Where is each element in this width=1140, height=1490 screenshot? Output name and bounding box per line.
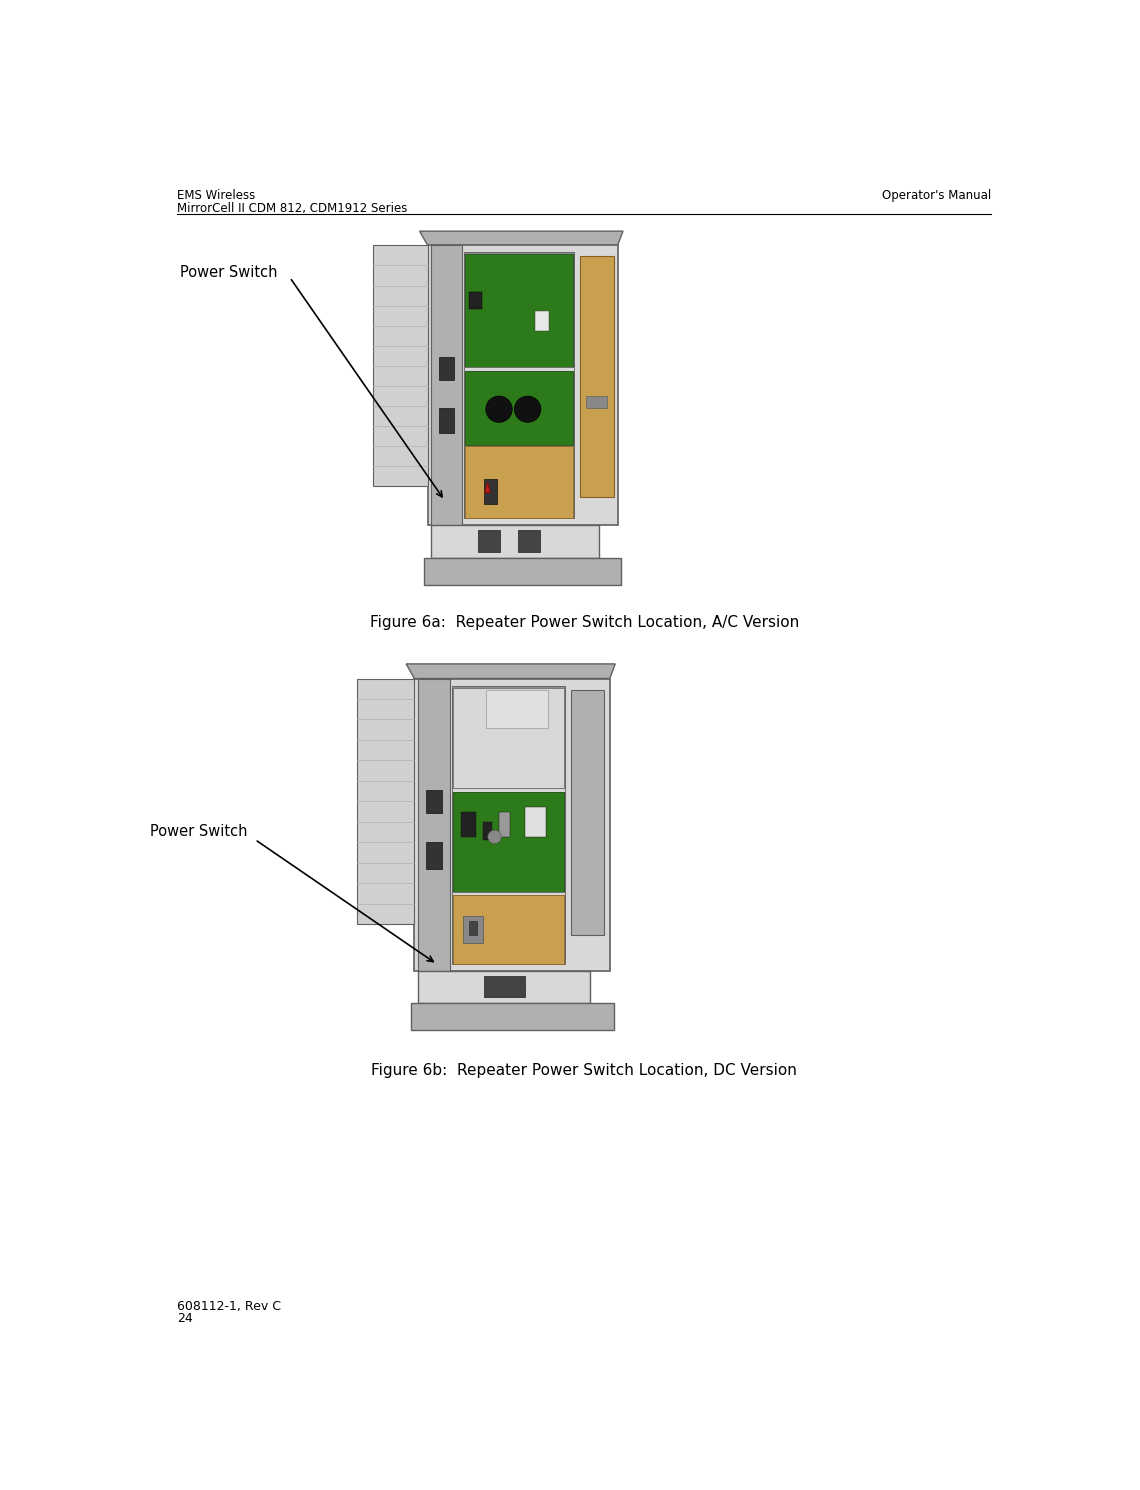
Bar [418, 971, 591, 1003]
Circle shape [488, 830, 502, 843]
Bar [483, 822, 492, 840]
Bar [424, 559, 621, 586]
Bar [463, 916, 483, 943]
Bar [451, 891, 564, 895]
Text: 24: 24 [178, 1313, 193, 1325]
Polygon shape [484, 483, 490, 492]
Polygon shape [420, 231, 622, 246]
Polygon shape [406, 665, 616, 678]
Bar [374, 246, 428, 486]
Bar [451, 685, 564, 964]
Bar [486, 690, 548, 727]
Bar [410, 1003, 613, 1030]
Bar [451, 788, 564, 793]
Bar [469, 921, 478, 936]
Bar [586, 396, 606, 408]
Bar [483, 478, 497, 504]
Bar [453, 793, 563, 891]
Text: EMS Wireless: EMS Wireless [178, 189, 255, 201]
Bar [464, 252, 573, 519]
Bar [453, 688, 563, 788]
Bar [465, 447, 572, 519]
Bar [519, 530, 540, 551]
Bar [579, 256, 613, 498]
Bar [357, 678, 415, 924]
Bar [426, 790, 442, 814]
Text: MirrorCell II CDM 812, CDM1912 Series: MirrorCell II CDM 812, CDM1912 Series [178, 203, 408, 215]
Text: Power Switch: Power Switch [150, 824, 247, 839]
Circle shape [514, 396, 540, 422]
Text: Power Switch: Power Switch [180, 265, 277, 280]
Bar [428, 246, 618, 524]
Bar [571, 690, 604, 936]
Bar [479, 530, 500, 551]
Text: Operator's Manual: Operator's Manual [882, 189, 991, 201]
Bar [464, 367, 573, 371]
Bar [461, 812, 477, 837]
Bar [439, 408, 454, 432]
Bar [415, 678, 610, 971]
Bar [439, 358, 454, 380]
Bar [432, 246, 462, 524]
Bar [526, 808, 546, 837]
Bar [465, 255, 572, 367]
Text: 608112-1, Rev C: 608112-1, Rev C [178, 1299, 282, 1313]
Text: Figure 6a:  Repeater Power Switch Location, A/C Version: Figure 6a: Repeater Power Switch Locatio… [369, 615, 799, 630]
Bar [536, 311, 548, 331]
Text: Figure 6b:  Repeater Power Switch Location, DC Version: Figure 6b: Repeater Power Switch Locatio… [372, 1062, 797, 1077]
Circle shape [486, 396, 512, 422]
Bar [426, 842, 442, 869]
Bar [483, 976, 524, 997]
Bar [418, 678, 449, 971]
Bar [470, 292, 482, 308]
Bar [432, 524, 598, 559]
Bar [499, 812, 511, 837]
Bar [453, 895, 563, 964]
Bar [465, 371, 572, 444]
